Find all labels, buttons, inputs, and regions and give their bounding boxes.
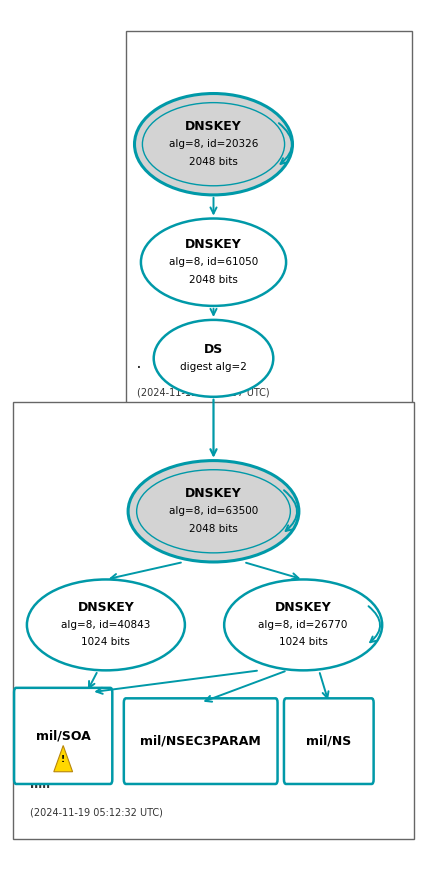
Text: mil: mil — [30, 778, 50, 791]
Text: !: ! — [61, 755, 65, 764]
Text: DS: DS — [203, 343, 223, 356]
Text: mil/SOA: mil/SOA — [36, 730, 90, 742]
Text: digest alg=2: digest alg=2 — [180, 362, 246, 372]
Text: DNSKEY: DNSKEY — [185, 488, 241, 500]
Ellipse shape — [128, 461, 298, 562]
Ellipse shape — [224, 579, 381, 670]
Text: 1024 bits: 1024 bits — [81, 637, 130, 648]
Text: 2048 bits: 2048 bits — [189, 156, 237, 167]
Text: alg=8, id=40843: alg=8, id=40843 — [61, 620, 150, 630]
FancyBboxPatch shape — [126, 31, 411, 406]
Ellipse shape — [27, 579, 184, 670]
Text: alg=8, id=20326: alg=8, id=20326 — [168, 139, 258, 149]
FancyBboxPatch shape — [13, 402, 413, 839]
Text: mil/NS: mil/NS — [305, 735, 351, 747]
Text: alg=8, id=61050: alg=8, id=61050 — [168, 257, 258, 267]
Text: .: . — [136, 360, 140, 370]
Text: (2024-11-19 05:12:32 UTC): (2024-11-19 05:12:32 UTC) — [30, 808, 162, 817]
Ellipse shape — [134, 94, 292, 195]
FancyBboxPatch shape — [283, 698, 373, 784]
Text: 2048 bits: 2048 bits — [189, 524, 237, 534]
Text: DNSKEY: DNSKEY — [185, 121, 241, 133]
Polygon shape — [54, 746, 72, 772]
Text: alg=8, id=63500: alg=8, id=63500 — [168, 506, 258, 517]
Text: mil/NSEC3PARAM: mil/NSEC3PARAM — [140, 735, 260, 747]
Text: 2048 bits: 2048 bits — [189, 274, 237, 285]
Text: 1024 bits: 1024 bits — [278, 637, 327, 648]
Text: DNSKEY: DNSKEY — [274, 601, 331, 614]
Ellipse shape — [153, 320, 273, 397]
FancyBboxPatch shape — [14, 688, 112, 784]
Text: (2024-11-19 01:19:07 UTC): (2024-11-19 01:19:07 UTC) — [136, 388, 269, 398]
Ellipse shape — [141, 218, 285, 306]
Text: DNSKEY: DNSKEY — [78, 601, 134, 614]
Text: DNSKEY: DNSKEY — [185, 239, 241, 251]
FancyBboxPatch shape — [124, 698, 277, 784]
Text: alg=8, id=26770: alg=8, id=26770 — [258, 620, 347, 630]
